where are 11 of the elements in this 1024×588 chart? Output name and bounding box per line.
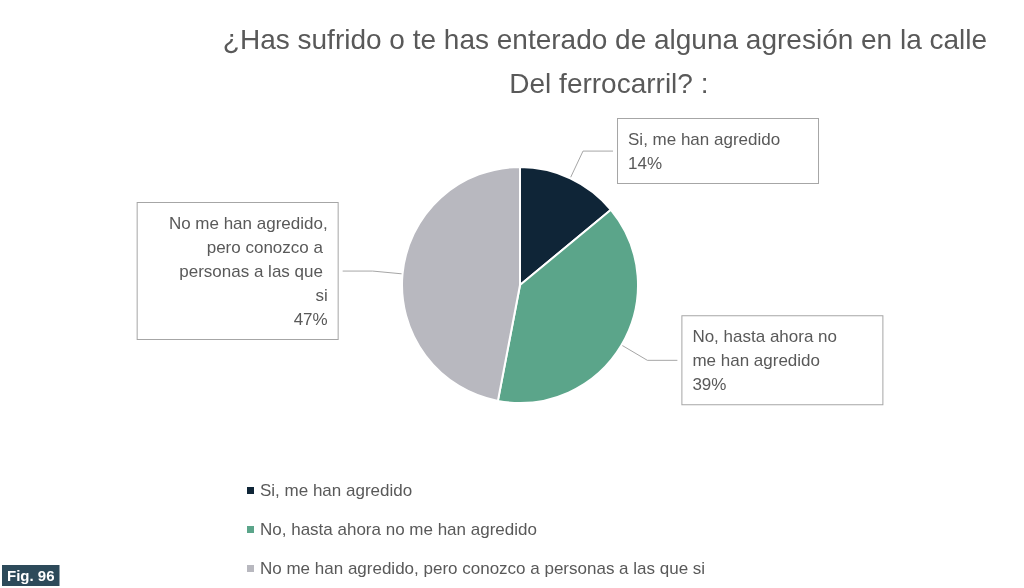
- slice-label: Si, me han agredido: [628, 129, 781, 149]
- data-label: 47%: [293, 309, 328, 329]
- chart-title: ¿Has sufrido o te has enterado de alguna agresión en la calle Del ferrocarril? :: [222, 23, 988, 99]
- slice-label: No, hasta ahora no me han agredido: [692, 326, 842, 370]
- caption: Fig. 96: [7, 567, 55, 584]
- data-label: 39%: [692, 374, 727, 394]
- legend-label: No, hasta ahora no me han agredido: [260, 520, 537, 539]
- slice-label: No me han agredido, pero conozco a personas a las que si: [168, 213, 328, 305]
- legend-label: Si, me han agredido: [260, 481, 413, 500]
- legend-label: No me han agredido, pero conozco a personas a las que si: [260, 559, 706, 578]
- data-label: 14%: [628, 153, 663, 173]
